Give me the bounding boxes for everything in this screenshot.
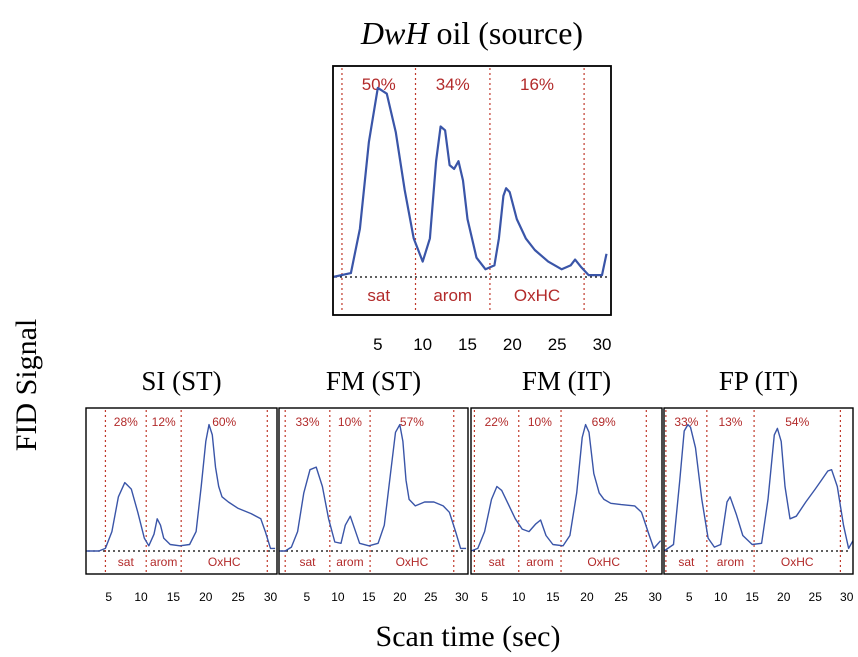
x-tick-label: 30 xyxy=(264,590,278,604)
region-label-sat: sat xyxy=(489,555,506,569)
x-tick-label: 15 xyxy=(362,590,376,604)
x-tick-label: 30 xyxy=(840,590,854,604)
plot-frame xyxy=(470,407,663,575)
x-tick-label: 5 xyxy=(481,590,488,604)
chart-panel-2: SI (ST) 28% sat 12% arom 60% OxHC 5 10 15 20 25 30 xyxy=(85,366,278,604)
x-tick-label: 25 xyxy=(809,590,823,604)
chart-title: FM (ST) xyxy=(326,366,421,396)
region-label-sat: sat xyxy=(367,286,390,305)
plot-frame xyxy=(278,407,469,575)
x-tick-label: 10 xyxy=(331,590,345,604)
x-tick-label: 10 xyxy=(413,335,432,354)
region-percent-OxHC: 57% xyxy=(400,415,424,429)
region-percent-sat: 22% xyxy=(485,415,509,429)
x-tick-label: 20 xyxy=(580,590,594,604)
x-tick-label: 15 xyxy=(746,590,760,604)
signal-line xyxy=(332,86,608,279)
region-label-sat: sat xyxy=(299,555,316,569)
region-label-arom: arom xyxy=(150,555,177,569)
region-percent-arom: 10% xyxy=(338,415,362,429)
x-tick-label: 20 xyxy=(503,335,522,354)
region-percent-sat: 33% xyxy=(674,415,698,429)
region-label-OxHC: OxHC xyxy=(514,286,560,305)
chart-title: DwH oil (source) xyxy=(360,15,583,51)
region-percent-OxHC: 54% xyxy=(785,415,809,429)
x-axis-label: Scan time (sec) xyxy=(376,620,561,653)
region-label-arom: arom xyxy=(717,555,744,569)
plot-frame xyxy=(663,407,854,575)
x-tick-label: 20 xyxy=(393,590,407,604)
signal-line xyxy=(470,423,662,552)
chart-panel-5: FP (IT) 33% sat 13% arom 54% OxHC 5 10 15 20 25 30 xyxy=(663,366,854,604)
plot-frame xyxy=(85,407,278,575)
region-percent-sat: 28% xyxy=(114,415,138,429)
chart-title-italic: DwH xyxy=(360,15,430,51)
region-percent-arom: 13% xyxy=(718,415,742,429)
x-tick-label: 15 xyxy=(167,590,181,604)
x-tick-label: 30 xyxy=(648,590,662,604)
x-tick-label: 25 xyxy=(548,335,567,354)
x-tick-label: 15 xyxy=(546,590,560,604)
x-tick-label: 20 xyxy=(777,590,791,604)
region-label-OxHC: OxHC xyxy=(781,555,814,569)
chart-panels: DwH oil (source) 50% sat 34% arom 16% OxHC 5 10 1… xyxy=(85,15,854,604)
x-tick-label: 25 xyxy=(614,590,628,604)
region-label-arom: arom xyxy=(433,286,472,305)
chart-title: SI (ST) xyxy=(141,366,221,396)
chart-panel-4: FM (IT) 22% sat 10% arom 69% OxHC 5 10 15 20 25 30 xyxy=(470,366,663,604)
plot-frame xyxy=(332,65,612,316)
region-percent-OxHC: 69% xyxy=(592,415,616,429)
region-percent-arom: 12% xyxy=(152,415,176,429)
region-percent-sat: 33% xyxy=(295,415,319,429)
x-tick-label: 10 xyxy=(512,590,526,604)
x-tick-label: 25 xyxy=(424,590,438,604)
region-percent-arom: 34% xyxy=(436,75,470,94)
x-tick-label: 20 xyxy=(199,590,213,604)
chart-panel-1: DwH oil (source) 50% sat 34% arom 16% OxHC 5 10 1… xyxy=(332,15,612,354)
x-tick-label: 5 xyxy=(304,590,311,604)
region-label-OxHC: OxHC xyxy=(208,555,241,569)
region-percent-OxHC: 60% xyxy=(212,415,236,429)
region-percent-OxHC: 16% xyxy=(520,75,554,94)
x-tick-label: 10 xyxy=(134,590,148,604)
region-label-sat: sat xyxy=(118,555,135,569)
signal-line xyxy=(663,423,854,552)
x-tick-label: 5 xyxy=(373,335,382,354)
region-label-OxHC: OxHC xyxy=(587,555,620,569)
region-label-arom: arom xyxy=(336,555,363,569)
chart-title: FM (IT) xyxy=(522,366,611,396)
x-tick-label: 30 xyxy=(593,335,612,354)
x-tick-label: 10 xyxy=(714,590,728,604)
chart-title-rest: oil (source) xyxy=(428,15,583,51)
x-tick-label: 15 xyxy=(458,335,477,354)
x-tick-label: 5 xyxy=(105,590,112,604)
x-tick-label: 25 xyxy=(231,590,245,604)
x-tick-label: 30 xyxy=(455,590,469,604)
region-percent-sat: 50% xyxy=(362,75,396,94)
region-label-arom: arom xyxy=(526,555,553,569)
x-tick-label: 5 xyxy=(686,590,693,604)
region-label-sat: sat xyxy=(678,555,695,569)
y-axis-label: FID Signal xyxy=(10,319,43,452)
signal-line xyxy=(86,423,276,552)
chart-panel-3: FM (ST) 33% sat 10% arom 57% OxHC 5 10 15 20 25 30 xyxy=(278,366,469,604)
signal-line xyxy=(279,423,467,552)
chart-title: FP (IT) xyxy=(719,366,798,396)
region-percent-arom: 10% xyxy=(528,415,552,429)
region-label-OxHC: OxHC xyxy=(396,555,429,569)
